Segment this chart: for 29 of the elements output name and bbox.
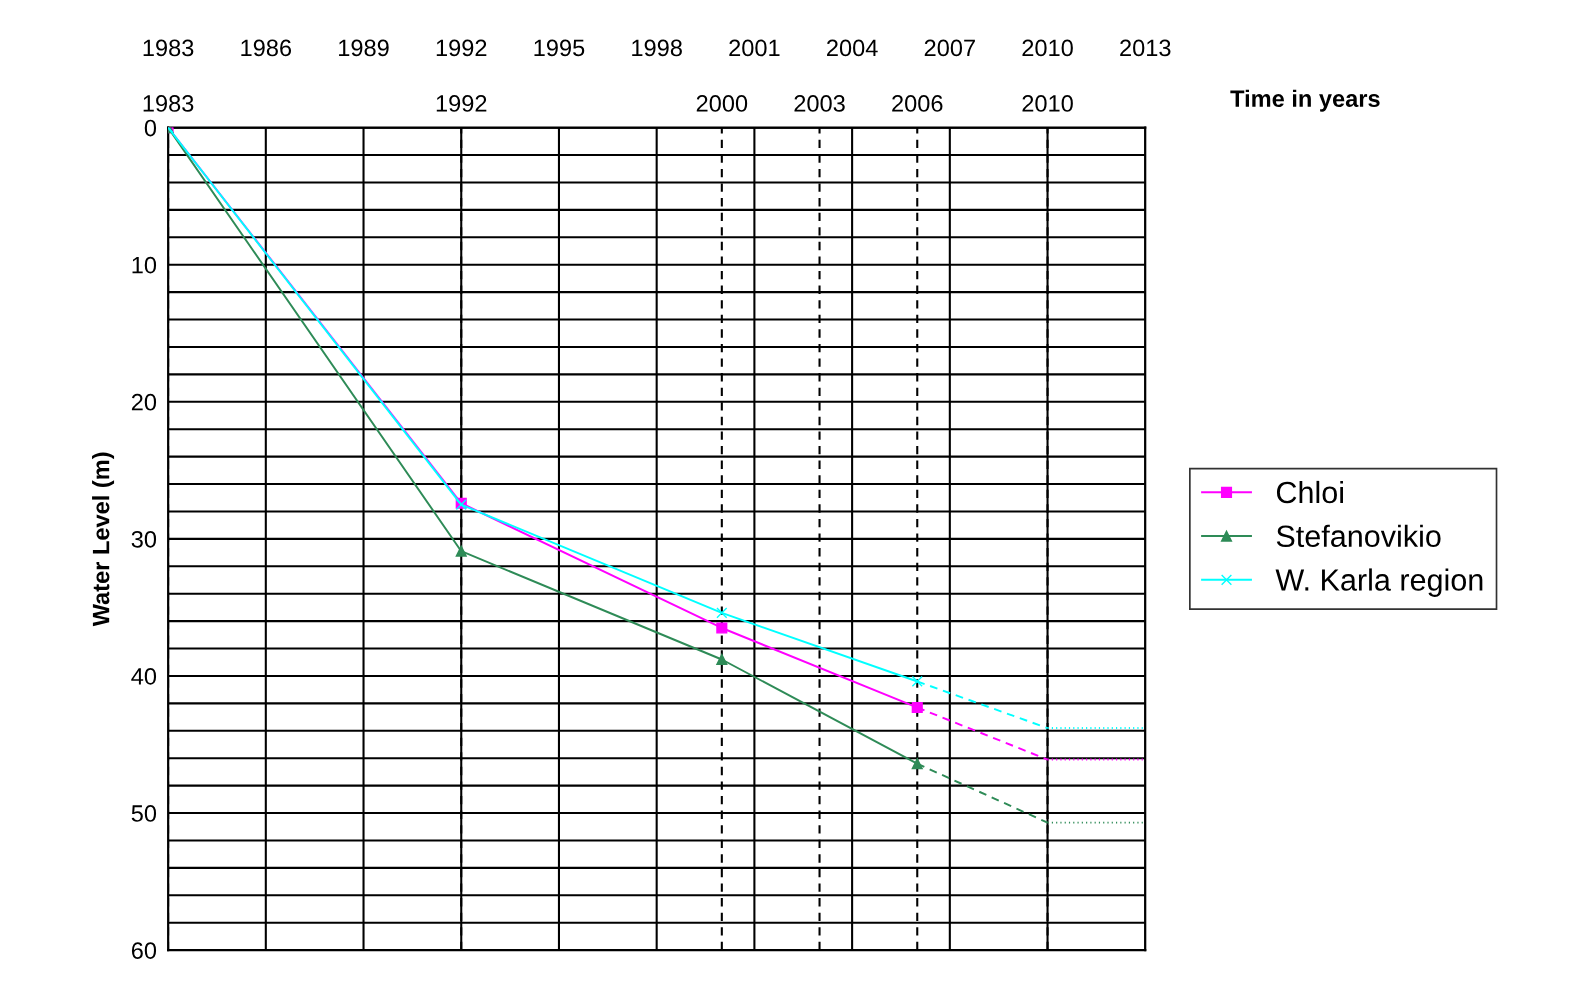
x-tick-label: 2010 [1022,39,1073,57]
legend-label: Chloi [1276,480,1343,504]
x-axis-title: Time in years [1230,89,1380,112]
y-tick-label: 0 [144,119,157,137]
x-tick-label: 1998 [632,39,682,57]
x2-tick-label: 1992 [436,95,487,112]
x-tick-label: 1986 [241,39,292,57]
x-tick-label: 2004 [827,39,878,57]
legend-label: Stefanovikio [1276,524,1441,548]
x2-tick-label: 2010 [1022,95,1073,112]
x2-tick-label: 2006 [892,95,943,112]
x2-tick-label: 2003 [794,95,845,112]
x-tick-label: 2001 [729,39,780,57]
x-tick-label: 1983 [143,39,194,57]
y-tick-label: 60 [131,942,157,959]
x2-tick-label: 1983 [143,95,194,112]
y-tick-label: 30 [131,530,157,548]
x2-tick-label: 2000 [696,95,748,112]
y-axis-title: Water Level (m) [92,452,115,627]
y-tick-label: 20 [131,393,157,411]
y-tick-label: 10 [132,256,157,274]
x-tick-label: 2013 [1120,39,1171,57]
x-tick-label: 1989 [339,39,389,57]
y-tick-label: 40 [131,668,157,685]
x-tick-label: 1992 [436,39,487,57]
y-tick-label: 50 [131,805,157,822]
legend-label: W. Karla region [1275,568,1483,597]
x-tick-label: 2007 [924,39,975,57]
x-tick-label: 1995 [534,39,585,57]
